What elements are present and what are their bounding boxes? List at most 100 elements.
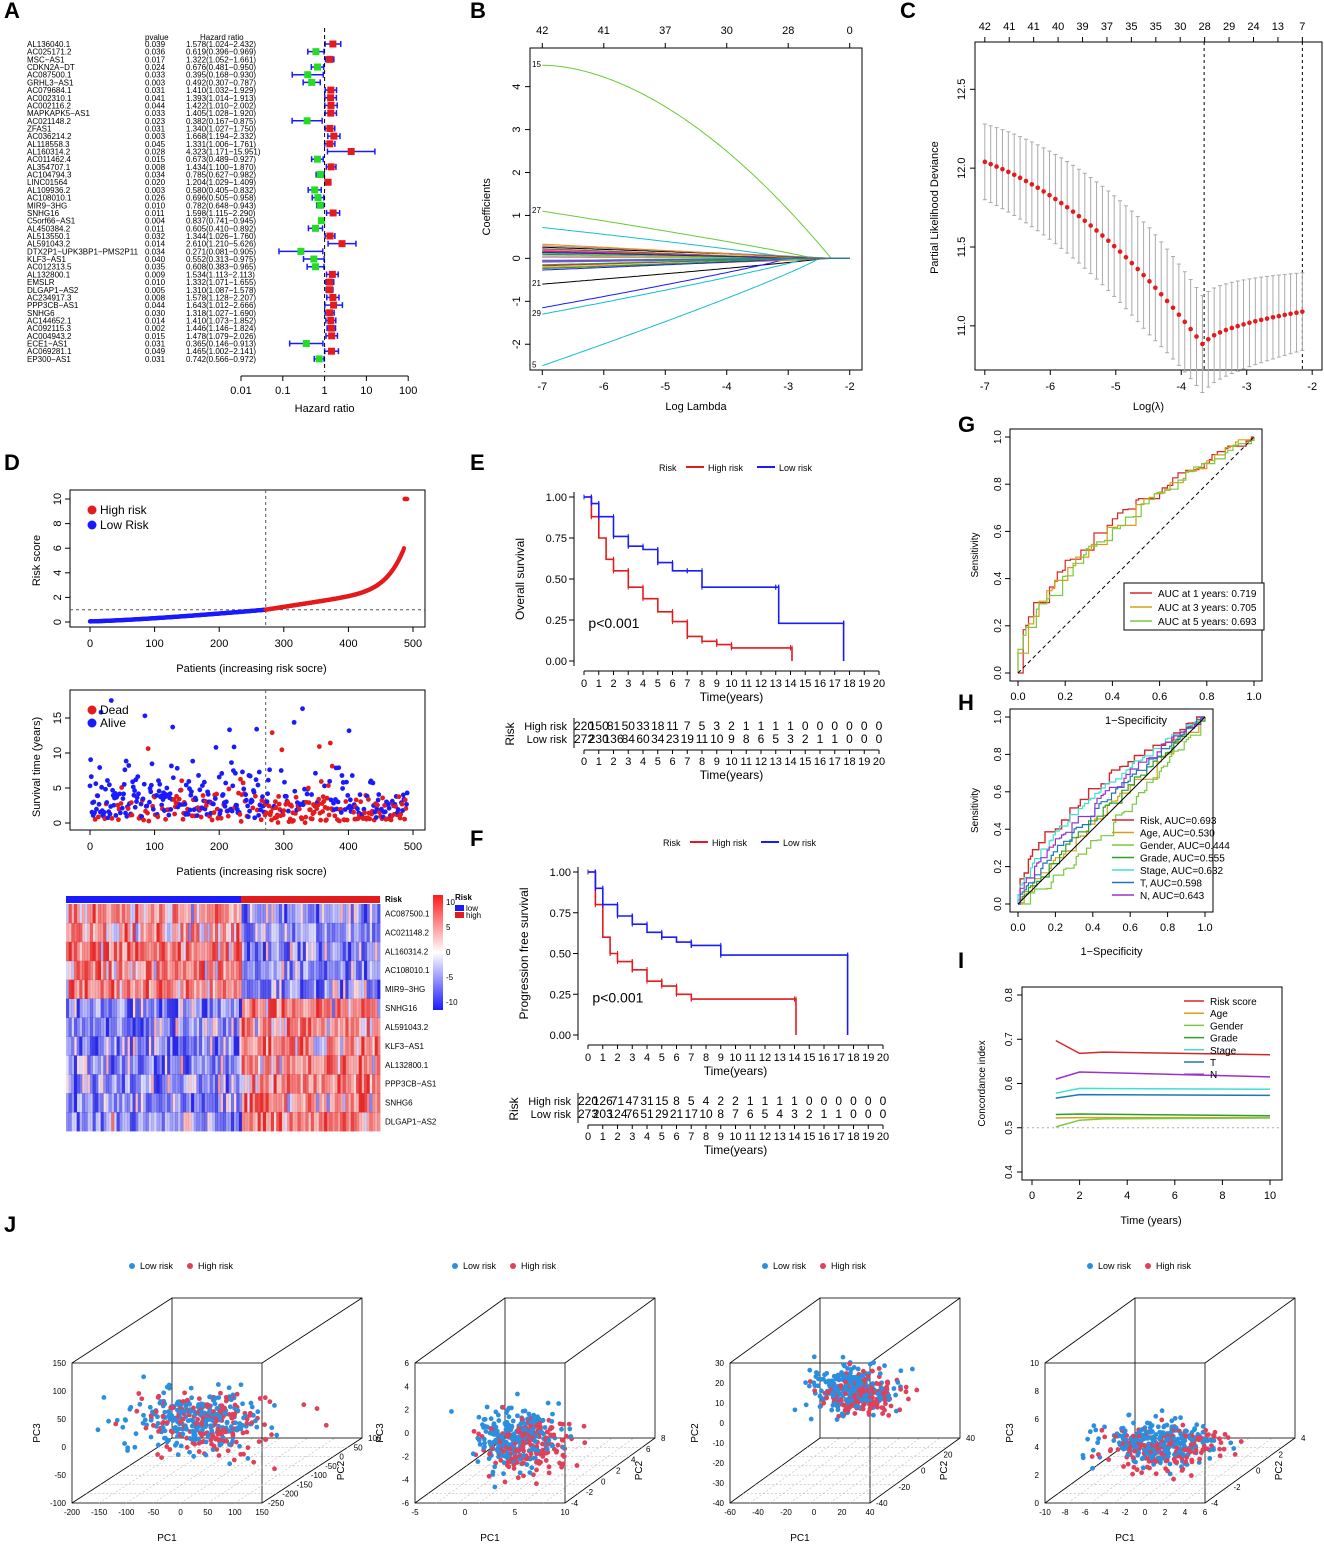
heatmap-cell bbox=[350, 960, 354, 981]
heatmap-cell bbox=[318, 979, 322, 999]
heatmap-cell bbox=[193, 1074, 197, 1094]
legend-marker bbox=[87, 520, 97, 530]
x-tick-label: 0.6 bbox=[1123, 922, 1138, 934]
heatmap-cell bbox=[119, 1112, 123, 1132]
heatmap-cell bbox=[73, 904, 78, 924]
heatmap-cell bbox=[68, 1074, 72, 1094]
heatmap-cell bbox=[105, 1036, 109, 1056]
heatmap-cell bbox=[254, 1036, 258, 1056]
heatmap-cell bbox=[257, 1036, 261, 1056]
heatmap-cell bbox=[156, 941, 160, 962]
heatmap-cell bbox=[305, 960, 309, 981]
low-at-risk: 5 bbox=[762, 1107, 769, 1121]
hr-marker bbox=[330, 132, 338, 140]
high-risk-point bbox=[561, 1454, 567, 1459]
heatmap-cell bbox=[119, 922, 123, 943]
heatmap-cell bbox=[121, 1093, 125, 1113]
heatmap-cell bbox=[97, 1036, 101, 1056]
high-risk-point bbox=[257, 1396, 263, 1401]
heatmap-cell bbox=[215, 1093, 219, 1113]
heatmap-cell bbox=[175, 922, 179, 943]
table-x-tick-label: 4 bbox=[644, 1131, 650, 1143]
gene-label: AC004943.2 bbox=[27, 332, 72, 341]
heatmap-cell bbox=[238, 1112, 243, 1132]
heatmap-cell bbox=[348, 1074, 352, 1094]
low-risk-point bbox=[545, 1400, 551, 1406]
heatmap-cell bbox=[79, 960, 83, 981]
heatmap-cell bbox=[276, 979, 280, 999]
gene-label: AL354707.1 bbox=[27, 163, 71, 172]
legend-label: Age bbox=[1210, 1009, 1228, 1020]
heatmap-cell bbox=[84, 941, 88, 962]
heatmap-cell bbox=[342, 960, 346, 981]
hr-value: 1.331(1.006−1.761) bbox=[186, 140, 256, 149]
heatmap-cell bbox=[135, 998, 139, 1018]
heatmap-cell bbox=[321, 979, 325, 999]
x-tick-label: -50 bbox=[148, 1508, 160, 1517]
heatmap-cell bbox=[252, 1036, 256, 1056]
heatmap-cell bbox=[111, 1036, 115, 1056]
y-tick-label: 0.0 bbox=[993, 666, 1004, 680]
heatmap-cell bbox=[121, 1017, 125, 1037]
heatmap-cell bbox=[305, 998, 309, 1018]
heatmap-cell bbox=[95, 979, 99, 999]
heatmap-cell bbox=[241, 1074, 245, 1094]
heatmap-cell bbox=[204, 1017, 208, 1037]
heatmap-cell bbox=[161, 904, 165, 924]
deviance-point bbox=[1100, 233, 1105, 238]
heatmap-cell bbox=[215, 1036, 219, 1056]
heatmap-cell bbox=[113, 1055, 117, 1075]
hazard-ratio-header: Hazard ratio bbox=[200, 33, 244, 42]
high-risk-point bbox=[534, 1467, 539, 1473]
heatmap-cell bbox=[294, 922, 298, 943]
alive-point bbox=[148, 782, 154, 788]
x-tick-label: 0.2 bbox=[1048, 922, 1063, 934]
z-tick-label: -50 bbox=[54, 1471, 66, 1480]
deviance-point bbox=[1135, 266, 1141, 272]
low-risk-point bbox=[198, 1409, 204, 1414]
heatmap-cell bbox=[175, 1055, 179, 1075]
heatmap-cell bbox=[257, 960, 261, 981]
heatmap-cell bbox=[105, 1093, 109, 1113]
low-at-risk: 136 bbox=[603, 732, 623, 746]
heatmap-cell bbox=[180, 998, 184, 1018]
gene-label: AC002116.2 bbox=[27, 101, 71, 110]
heatmap-cell bbox=[180, 904, 184, 924]
heatmap-cell bbox=[105, 979, 109, 999]
heatmap-cell bbox=[252, 1093, 256, 1113]
hr-value: 1.310(1.087−1.578) bbox=[186, 286, 256, 295]
high-risk-point bbox=[531, 1472, 536, 1478]
heatmap-cell bbox=[329, 1074, 333, 1094]
low-risk-point bbox=[172, 1416, 178, 1422]
alive-point bbox=[339, 773, 345, 778]
deviance-point bbox=[1170, 305, 1176, 311]
y-tick-label: -150 bbox=[297, 1480, 314, 1489]
deviance-point bbox=[1270, 315, 1276, 320]
heatmap-cell bbox=[260, 1055, 264, 1075]
heatmap-cell bbox=[193, 922, 197, 943]
low-risk-point bbox=[508, 1425, 514, 1431]
high-risk-point bbox=[551, 1432, 557, 1438]
y-tick-label: 40 bbox=[966, 1434, 975, 1443]
heatmap-cell bbox=[177, 960, 181, 981]
heatmap-cell bbox=[254, 1112, 258, 1132]
heatmap-cell bbox=[310, 941, 314, 962]
alive-point bbox=[154, 792, 159, 798]
x-tick-label: 20 bbox=[873, 678, 885, 690]
heatmap-cell bbox=[321, 998, 325, 1018]
heatmap-cell bbox=[332, 1017, 336, 1037]
y-tick-label: 0.6 bbox=[1004, 1076, 1015, 1090]
heatmap-cell bbox=[230, 922, 235, 943]
heatmap-cell bbox=[228, 904, 232, 924]
heatmap-cell bbox=[268, 904, 272, 924]
heatmap-cell bbox=[145, 960, 149, 981]
heatmap-cell bbox=[151, 998, 155, 1018]
dead-point bbox=[291, 818, 296, 823]
alive-point bbox=[196, 773, 201, 778]
y-tick-label: 0.4 bbox=[993, 571, 1004, 585]
low-risk-point bbox=[208, 1423, 213, 1429]
alive-point bbox=[283, 794, 289, 799]
x-tick-label: 13 bbox=[770, 678, 782, 690]
heatmap-cell bbox=[345, 979, 349, 999]
heatmap-cell bbox=[76, 922, 80, 943]
